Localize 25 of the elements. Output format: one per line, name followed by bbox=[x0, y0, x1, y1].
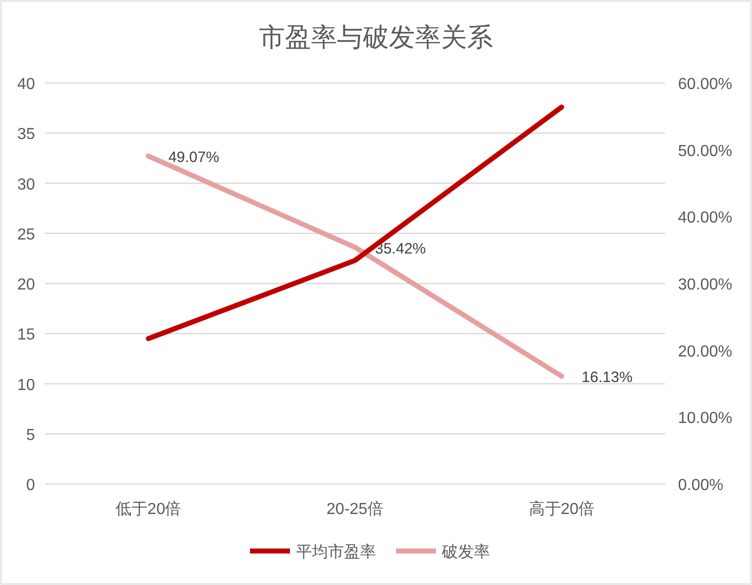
ytick: 25 bbox=[17, 226, 35, 244]
ytick: 10 bbox=[17, 376, 35, 394]
ytick: 0 bbox=[26, 477, 35, 494]
data-label: 49.07% bbox=[168, 149, 220, 166]
y2tick: 60.00% bbox=[678, 76, 732, 93]
ytick: 40 bbox=[17, 76, 35, 93]
legend-item: 破发率 bbox=[442, 544, 490, 561]
ytick: 20 bbox=[17, 276, 35, 294]
xtick: 20-25倍 bbox=[326, 501, 384, 518]
title: 市盈率与破发率关系 bbox=[259, 22, 493, 52]
xtick: 高于20倍 bbox=[528, 501, 595, 518]
data-label: 16.13% bbox=[582, 369, 633, 386]
y2tick: 50.00% bbox=[678, 142, 732, 160]
ytick: 15 bbox=[17, 326, 35, 344]
legend-item: 平均市盈率 bbox=[296, 544, 376, 561]
y2tick: 40.00% bbox=[678, 210, 732, 227]
y2tick: 30.00% bbox=[678, 276, 732, 294]
ytick: 35 bbox=[17, 126, 35, 144]
y2tick: 20.00% bbox=[678, 343, 732, 360]
y2tick: 0.00% bbox=[678, 477, 724, 494]
data-label: 35.42% bbox=[375, 240, 426, 258]
xtick: 低于20倍 bbox=[115, 501, 182, 518]
ytick: 30 bbox=[17, 176, 35, 194]
y2tick: 10.00% bbox=[678, 410, 732, 428]
ytick: 5 bbox=[26, 426, 35, 444]
